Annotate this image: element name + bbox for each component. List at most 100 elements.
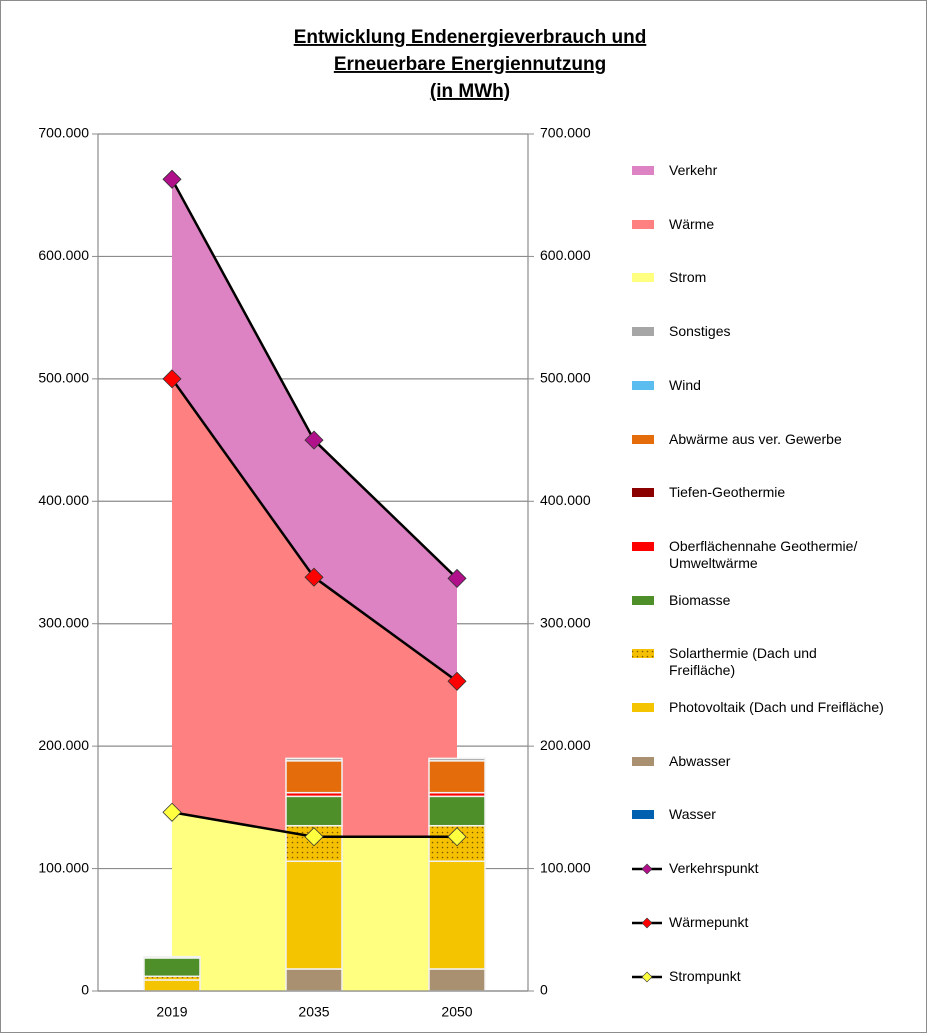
legend-item: Sonstiges xyxy=(631,323,884,340)
legend-swatch-rect xyxy=(632,166,654,175)
legend-swatch xyxy=(632,273,654,283)
legend-swatch-rect xyxy=(632,380,654,390)
legend-item: Strompunkt xyxy=(631,968,884,985)
legend-swatch xyxy=(632,488,654,498)
legend-label: Abwärme aus ver. Gewerbe xyxy=(669,430,842,447)
y2-tick-label: 600.000 xyxy=(540,247,591,263)
legend-label: Oberflächennahe Geothermie/ Umweltwärme xyxy=(669,537,858,571)
legend-label: Wärme xyxy=(669,215,715,232)
legend-swatch xyxy=(632,649,654,659)
y2-tick-label: 700.000 xyxy=(540,125,591,141)
legend-label: Strompunkt xyxy=(669,967,741,984)
y2-tick-label: 500.000 xyxy=(540,370,591,386)
bar-segment xyxy=(428,760,486,794)
legend-item: Abwasser xyxy=(631,753,884,770)
y2-tick-label: 0 xyxy=(540,982,548,998)
legend-label: Abwasser xyxy=(669,752,731,769)
marker xyxy=(162,169,182,189)
legend-item: Wärme xyxy=(631,216,884,233)
legend-swatch xyxy=(632,810,654,820)
legend-marker xyxy=(641,863,653,875)
y-tick-label: 700.000 xyxy=(38,125,89,141)
x-tick-label: 2019 xyxy=(156,1004,187,1020)
legend-label: Biomasse xyxy=(669,591,731,608)
legend-swatch xyxy=(632,541,654,551)
legend-label: Wind xyxy=(669,376,701,393)
marker xyxy=(304,567,324,587)
legend-item: Verkehrspunkt xyxy=(631,860,884,877)
legend-swatch xyxy=(632,863,662,875)
legend: Verkehr Wärme Strom Sonstiges Wind Abwärme au… xyxy=(631,1,921,1032)
legend-swatch xyxy=(632,219,654,229)
area xyxy=(172,378,457,837)
y-tick-label: 200.000 xyxy=(38,737,89,753)
y-tick-label: 400.000 xyxy=(38,492,89,508)
chart-title: Erneuerbare Energiennutzung xyxy=(334,54,606,75)
chart-title: Entwicklung Endenergieverbrauch und xyxy=(294,27,647,48)
legend-label: Tiefen-Geothermie xyxy=(669,484,786,501)
marker xyxy=(162,802,182,822)
legend-swatch xyxy=(632,434,654,444)
legend-swatch-rect xyxy=(632,219,654,229)
legend-swatch xyxy=(632,756,654,766)
area xyxy=(172,179,457,682)
legend-marker xyxy=(641,917,653,929)
legend-label: Solarthermie (Dach und Freifläche) xyxy=(669,645,817,679)
marker xyxy=(447,827,467,847)
bar-segment xyxy=(143,955,201,959)
bar-segment xyxy=(428,795,486,827)
legend-item: Strom xyxy=(631,269,884,286)
y2-tick-label: 300.000 xyxy=(540,614,591,630)
legend-item: Oberflächennahe Geothermie/ Umweltwärme xyxy=(631,538,884,572)
bar-segment xyxy=(285,968,343,992)
legend-swatch-rect xyxy=(632,273,654,283)
legend-item: Biomasse xyxy=(631,592,884,609)
bar-segment xyxy=(428,968,486,992)
legend-label: Verkehr xyxy=(669,162,718,178)
legend-swatch xyxy=(632,703,654,712)
legend-swatch-rect xyxy=(632,595,654,605)
marker xyxy=(447,568,467,588)
marker xyxy=(304,430,324,450)
bar-segment xyxy=(428,757,486,762)
legend-swatch-rect xyxy=(632,756,654,766)
legend-item: Verkehr xyxy=(631,162,884,179)
y2-tick-label: 400.000 xyxy=(540,492,591,508)
legend-item: Wärmepunkt xyxy=(631,914,884,931)
bar-segment xyxy=(285,760,343,794)
y-tick-label: 100.000 xyxy=(38,859,89,875)
y-tick-label: 300.000 xyxy=(38,614,89,630)
legend-swatch xyxy=(632,380,654,390)
bar-segment xyxy=(143,957,201,978)
x-tick-label: 2050 xyxy=(441,1004,472,1020)
legend-item: Abwärme aus ver. Gewerbe xyxy=(631,431,884,448)
y2-tick-label: 100.000 xyxy=(540,859,591,875)
legend-label: Strom xyxy=(669,269,707,286)
marker xyxy=(304,827,324,847)
bar-segment xyxy=(285,757,343,762)
legend-swatch xyxy=(632,327,654,337)
marker xyxy=(447,671,467,691)
bar-segment xyxy=(428,860,486,970)
y-tick-label: 600.000 xyxy=(38,247,89,263)
legend-swatch-rect xyxy=(632,434,654,444)
legend-label: Wärmepunkt xyxy=(669,913,749,930)
legend-swatch-rect xyxy=(632,810,654,820)
y-tick-label: 0 xyxy=(81,982,89,998)
bar-segment xyxy=(285,795,343,827)
legend-marker xyxy=(641,971,653,982)
marker xyxy=(162,369,182,389)
legend-swatch xyxy=(632,595,654,605)
legend-item: Wind xyxy=(631,377,884,394)
legend-swatch-rect xyxy=(632,649,654,659)
legend-swatch xyxy=(632,166,654,175)
y-tick-label: 500.000 xyxy=(38,370,89,386)
legend-item: Wasser xyxy=(631,806,884,823)
legend-label: Photovoltaik (Dach und Freifläche) xyxy=(669,699,884,715)
y2-tick-label: 200.000 xyxy=(540,737,591,753)
legend-label: Sonstiges xyxy=(669,323,731,340)
bar-segment xyxy=(143,979,201,992)
legend-swatch-rect xyxy=(632,703,654,712)
chart-title: (in MWh) xyxy=(430,81,510,102)
